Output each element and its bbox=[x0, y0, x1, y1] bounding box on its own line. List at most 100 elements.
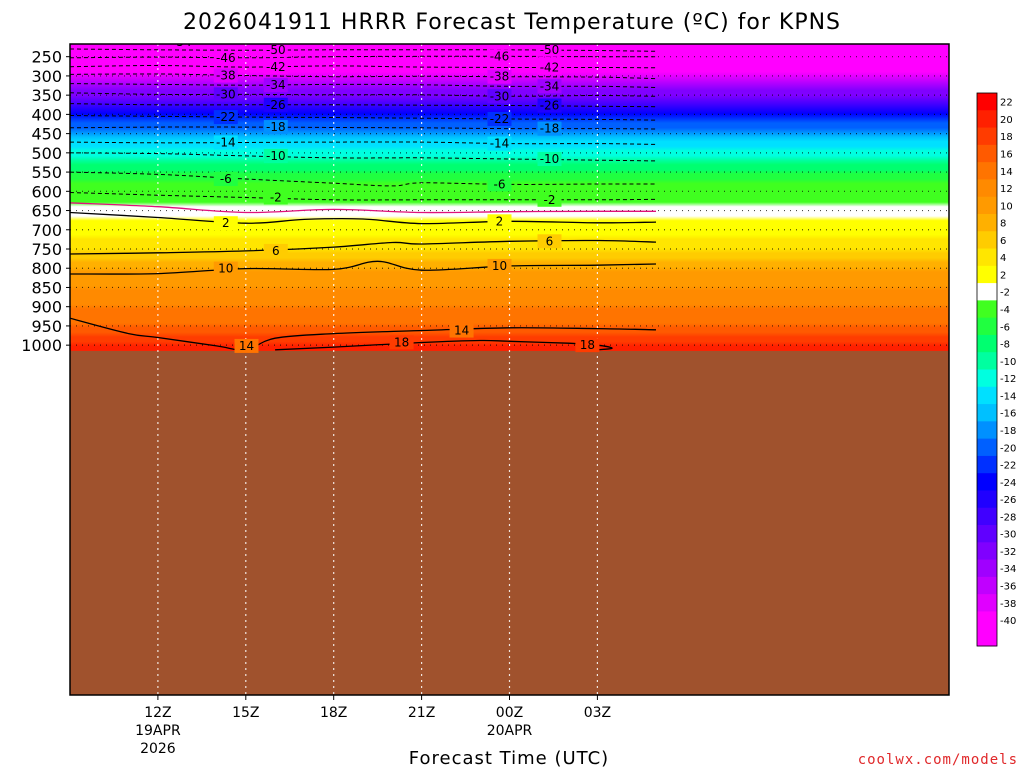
isotherm-label-bg bbox=[537, 98, 562, 113]
isotherm-label: 10 bbox=[218, 262, 233, 276]
colorbar-swatch bbox=[977, 473, 997, 491]
isotherm-label: -46 bbox=[490, 49, 510, 63]
colorbar-tick-label: -28 bbox=[1000, 512, 1016, 523]
colorbar-swatch bbox=[977, 421, 997, 440]
isotherm-label-bg bbox=[263, 120, 288, 135]
isotherm-label-bg bbox=[213, 110, 238, 125]
colorbar-tick-label: -18 bbox=[1000, 426, 1016, 437]
isotherm-label: -50 bbox=[540, 43, 560, 57]
isotherm-label: -54 bbox=[172, 35, 192, 49]
colorbar-tick-label: -16 bbox=[1000, 409, 1016, 420]
colorbar-swatch bbox=[977, 404, 997, 422]
pressure-tick-label: 900 bbox=[31, 298, 62, 317]
pressure-tick-label: 400 bbox=[31, 105, 62, 124]
isotherm-line bbox=[70, 55, 657, 59]
isotherm-label: -2 bbox=[270, 190, 282, 204]
isotherm-line bbox=[275, 339, 613, 351]
isotherm-line bbox=[70, 171, 657, 187]
isotherm-label: -14 bbox=[216, 135, 236, 149]
colorbar-swatch bbox=[977, 265, 997, 284]
pressure-tick-label: 950 bbox=[31, 317, 62, 336]
isotherm-label-bg bbox=[169, 44, 194, 50]
colorbar-swatch bbox=[977, 283, 997, 301]
isotherm-line bbox=[70, 115, 657, 121]
colorbar-tick-label: 20 bbox=[1000, 115, 1013, 126]
colorbar-tick-label: -26 bbox=[1000, 495, 1016, 506]
isotherm-label: -38 bbox=[490, 70, 510, 84]
colorbar-tick-label: -8 bbox=[1000, 340, 1010, 351]
isotherm-label: 6 bbox=[546, 234, 554, 248]
isotherm-label-bg bbox=[263, 97, 288, 112]
isotherm-label: -26 bbox=[266, 98, 286, 112]
isotherm-line bbox=[70, 192, 657, 201]
isotherm-label: -10 bbox=[540, 152, 560, 166]
grid bbox=[70, 44, 949, 695]
isotherm-label: -50 bbox=[266, 43, 286, 57]
year-label: 2026 bbox=[140, 741, 176, 757]
colorbar-swatch bbox=[977, 127, 997, 146]
colorbar-swatch bbox=[977, 179, 997, 198]
isotherm-label-bg bbox=[213, 87, 238, 102]
colorbar-swatch bbox=[977, 317, 997, 336]
isotherm-line bbox=[70, 239, 657, 255]
colorbar-tick-label: -40 bbox=[1000, 616, 1016, 627]
colorbar-swatch bbox=[977, 300, 997, 319]
colorbar-swatch bbox=[977, 110, 997, 129]
colorbar-tick-label: -20 bbox=[1000, 443, 1016, 454]
isotherm-label-bg bbox=[263, 148, 288, 163]
isotherm-line bbox=[70, 260, 657, 275]
isotherm-label-bg bbox=[487, 69, 512, 84]
pressure-tick-label: 700 bbox=[31, 221, 62, 240]
isotherm-line bbox=[70, 317, 657, 351]
isotherm-label-bg bbox=[263, 190, 288, 205]
colorbar-tick-label: 2 bbox=[1000, 270, 1006, 281]
isotherm-line bbox=[70, 126, 657, 130]
isotherm-label-bg bbox=[487, 177, 512, 192]
isotherm-label-bg bbox=[537, 79, 562, 94]
isotherm-label: -30 bbox=[216, 87, 236, 101]
isotherm-label-bg bbox=[213, 172, 238, 186]
pressure-tick-label: 350 bbox=[31, 86, 62, 105]
colorbar-tick-label: -6 bbox=[1000, 322, 1010, 333]
time-tick-label: 12Z bbox=[144, 705, 171, 721]
isotherm-label-bg bbox=[537, 152, 562, 166]
colorbar-swatch bbox=[977, 144, 997, 163]
isotherm-line bbox=[70, 39, 656, 42]
isotherm-label: -38 bbox=[216, 69, 236, 83]
ground-below-surface bbox=[70, 350, 949, 695]
isotherm-label: -42 bbox=[266, 60, 286, 74]
colorbar-tick-label: -22 bbox=[1000, 461, 1016, 472]
isotherm-label: -42 bbox=[540, 60, 560, 74]
colorbar-swatch bbox=[977, 594, 997, 612]
isotherm-contours bbox=[70, 39, 657, 351]
isotherm-label: -22 bbox=[490, 112, 510, 126]
colorbar-tick-label: 14 bbox=[1000, 167, 1013, 178]
isotherm-line bbox=[70, 92, 657, 97]
freezing-line bbox=[70, 202, 657, 214]
isotherm-label-bg bbox=[537, 60, 562, 75]
isotherm-label-bg bbox=[575, 338, 600, 353]
isotherm-label-bg bbox=[263, 243, 288, 258]
isotherm-label-bg bbox=[537, 44, 562, 57]
pressure-tick-label: 850 bbox=[31, 278, 62, 297]
isotherm-label: -34 bbox=[540, 79, 560, 93]
colorbar-swatch bbox=[977, 352, 997, 370]
isotherm-label-bg bbox=[458, 44, 483, 48]
isotherm-label: 14 bbox=[454, 324, 469, 338]
isotherm-label-bg bbox=[537, 121, 562, 136]
colorbar-swatch bbox=[977, 455, 997, 474]
colorbar-swatch bbox=[977, 213, 997, 232]
plot-area: -54 -54 -50 -50 -46 -46 -42 -42 -38 -38 -34 -34 -30 -… bbox=[70, 35, 949, 695]
pressure-tick-label: 550 bbox=[31, 163, 62, 182]
isotherm-line bbox=[70, 64, 657, 69]
colorbar-tick-label: 10 bbox=[1000, 201, 1013, 212]
isotherm-line bbox=[70, 48, 657, 52]
time-tick-label: 00Z bbox=[496, 705, 523, 721]
isotherm-label: -6 bbox=[494, 177, 506, 191]
pressure-axis: 2503003504004505005506006507007508008509… bbox=[21, 48, 70, 355]
colorbar-swatch bbox=[977, 162, 997, 180]
pressure-tick-label: 800 bbox=[31, 259, 62, 278]
isotherm-label: -18 bbox=[540, 122, 560, 136]
isotherm-line bbox=[70, 83, 657, 88]
